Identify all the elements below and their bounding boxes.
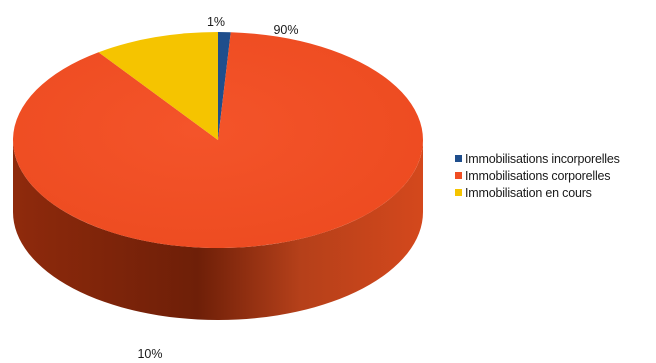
pie-value-label-2: 10% bbox=[137, 347, 162, 361]
legend-item-2: Immobilisation en cours bbox=[455, 184, 620, 201]
pie-slice-0 bbox=[218, 32, 231, 140]
legend-label: Immobilisations incorporelles bbox=[465, 151, 620, 166]
pie-label-group: 1% 90% 10% bbox=[137, 15, 298, 361]
pie-value-label-0: 1% bbox=[207, 15, 225, 29]
legend-swatch bbox=[455, 155, 462, 162]
pie-side-group bbox=[13, 140, 423, 320]
pie-slice-1 bbox=[13, 32, 423, 248]
pie-slice-2 bbox=[98, 32, 218, 140]
legend-swatch bbox=[455, 172, 462, 179]
legend-label: Immobilisations corporelles bbox=[465, 168, 611, 183]
legend-swatch bbox=[455, 189, 462, 196]
pie-top-group bbox=[13, 32, 423, 248]
legend-item-0: Immobilisations incorporelles bbox=[455, 150, 620, 167]
pie-side-1 bbox=[13, 140, 423, 320]
legend-label: Immobilisation en cours bbox=[465, 185, 592, 200]
pie-value-label-1: 90% bbox=[273, 23, 298, 37]
legend: Immobilisations incorporelles Immobilisat… bbox=[455, 150, 620, 201]
legend-item-1: Immobilisations corporelles bbox=[455, 167, 620, 184]
